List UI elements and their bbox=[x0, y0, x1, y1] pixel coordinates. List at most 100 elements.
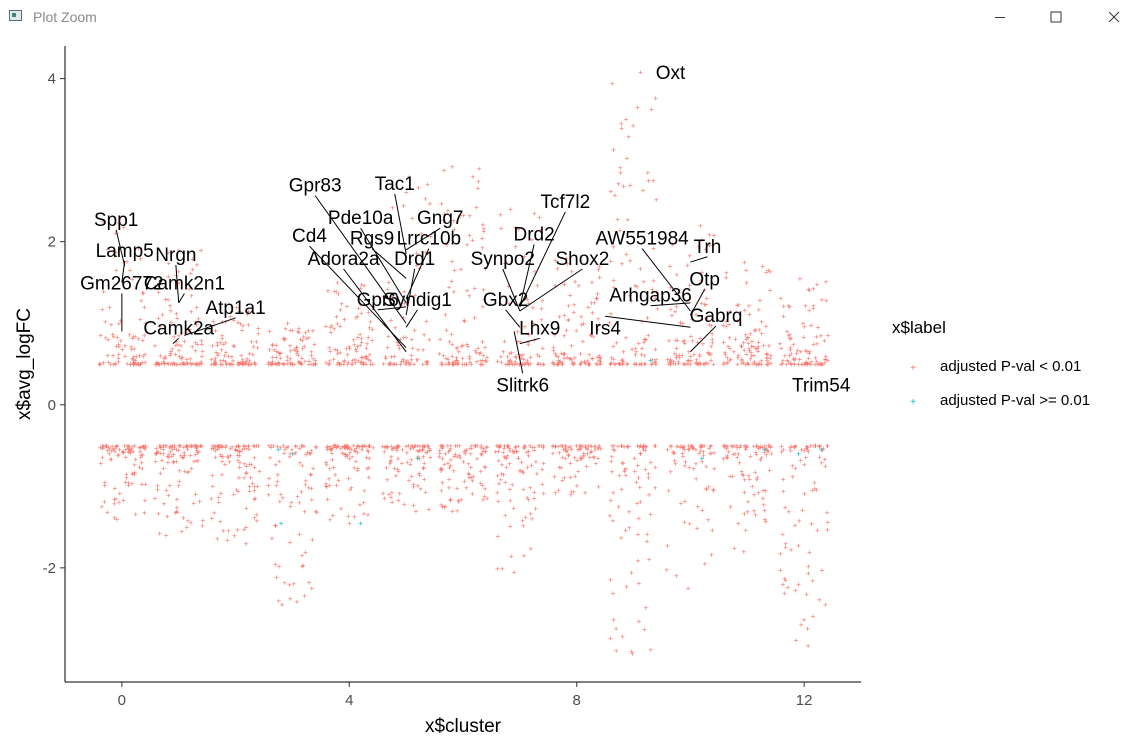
data-point: + bbox=[743, 442, 748, 451]
data-point: + bbox=[216, 443, 221, 452]
data-point: + bbox=[239, 351, 244, 360]
data-point: + bbox=[498, 210, 503, 219]
data-point: + bbox=[563, 442, 568, 451]
data-point: + bbox=[334, 442, 339, 451]
data-point: + bbox=[178, 451, 183, 460]
data-point: + bbox=[505, 442, 510, 451]
gene-label: Gpr83 bbox=[289, 176, 342, 197]
data-point: + bbox=[706, 348, 711, 357]
data-point: + bbox=[185, 442, 190, 451]
data-point: + bbox=[181, 359, 186, 368]
data-point: + bbox=[132, 470, 137, 479]
data-point: + bbox=[724, 269, 729, 278]
y-axis-title: x$avg_logFC bbox=[14, 308, 35, 420]
data-point: + bbox=[194, 321, 199, 330]
data-point: + bbox=[804, 442, 809, 451]
data-point: + bbox=[283, 335, 288, 344]
data-point: + bbox=[325, 445, 330, 454]
data-point: + bbox=[105, 245, 110, 254]
data-point: + bbox=[806, 447, 811, 456]
data-point: + bbox=[361, 360, 366, 369]
data-point: + bbox=[786, 358, 791, 367]
data-point: + bbox=[804, 358, 809, 367]
leader-line bbox=[343, 268, 407, 353]
data-point: + bbox=[788, 335, 793, 344]
data-point: + bbox=[440, 454, 445, 463]
data-point: + bbox=[781, 475, 786, 484]
data-point: + bbox=[482, 295, 487, 304]
data-point: + bbox=[197, 360, 202, 369]
data-point: + bbox=[746, 471, 751, 480]
data-point: + bbox=[654, 288, 659, 297]
data-point: + bbox=[440, 442, 445, 451]
data-point: + bbox=[125, 442, 130, 451]
data-point: + bbox=[294, 349, 299, 358]
data-point: + bbox=[785, 327, 790, 336]
data-point: + bbox=[290, 326, 295, 335]
data-point: + bbox=[256, 324, 261, 333]
data-point: + bbox=[178, 442, 183, 451]
data-point: + bbox=[224, 360, 229, 369]
data-point: + bbox=[575, 456, 580, 465]
maximize-button[interactable] bbox=[1033, 0, 1079, 34]
data-point: + bbox=[526, 299, 531, 308]
data-point: + bbox=[166, 248, 171, 257]
close-button[interactable] bbox=[1091, 0, 1137, 34]
data-point: + bbox=[455, 506, 460, 515]
data-point: + bbox=[393, 323, 398, 332]
data-point: + bbox=[338, 322, 343, 331]
data-point: + bbox=[350, 452, 355, 461]
data-point: + bbox=[781, 530, 786, 539]
data-point: + bbox=[266, 490, 271, 499]
data-point: + bbox=[182, 449, 187, 458]
data-point: + bbox=[566, 451, 571, 460]
data-point: + bbox=[521, 360, 526, 369]
data-point: + bbox=[682, 497, 687, 506]
data-point: + bbox=[803, 360, 808, 369]
data-point: + bbox=[420, 360, 425, 369]
data-point: + bbox=[352, 446, 357, 455]
data-point: + bbox=[475, 442, 480, 451]
data-point: + bbox=[814, 357, 819, 366]
data-point: + bbox=[525, 448, 530, 457]
data-point: + bbox=[783, 543, 788, 552]
data-point: + bbox=[395, 338, 400, 347]
data-point: + bbox=[766, 266, 771, 275]
data-point: + bbox=[551, 442, 556, 451]
data-point: + bbox=[230, 442, 235, 451]
data-point: + bbox=[732, 442, 737, 451]
data-point: + bbox=[134, 360, 139, 369]
data-point: + bbox=[172, 442, 177, 451]
minimize-button[interactable] bbox=[977, 0, 1023, 34]
data-point: + bbox=[539, 315, 544, 324]
data-point: + bbox=[137, 360, 142, 369]
data-point: + bbox=[515, 448, 520, 457]
data-point: + bbox=[165, 359, 170, 368]
data-point: + bbox=[409, 442, 414, 451]
data-point: + bbox=[568, 291, 573, 300]
data-point: + bbox=[619, 533, 624, 542]
data-point: + bbox=[237, 474, 242, 483]
data-point: + bbox=[346, 451, 351, 460]
data-point: + bbox=[608, 360, 613, 369]
data-point: + bbox=[335, 278, 340, 287]
data-point: + bbox=[729, 442, 734, 451]
data-point: + bbox=[447, 475, 452, 484]
data-point: + bbox=[133, 510, 138, 519]
data-point: + bbox=[690, 315, 695, 324]
data-point: + bbox=[107, 303, 112, 312]
data-point: + bbox=[767, 466, 772, 475]
data-point: + bbox=[237, 447, 242, 456]
data-point: + bbox=[251, 350, 256, 359]
data-point: + bbox=[358, 300, 363, 309]
data-point: + bbox=[176, 278, 181, 287]
data-point: + bbox=[565, 447, 570, 456]
data-point: + bbox=[168, 360, 173, 369]
data-point: + bbox=[638, 483, 643, 492]
data-point: + bbox=[621, 459, 626, 468]
data-point: + bbox=[368, 360, 373, 369]
data-point: + bbox=[223, 443, 228, 452]
data-point: + bbox=[334, 443, 339, 452]
data-point: + bbox=[783, 352, 788, 361]
data-point: + bbox=[102, 498, 107, 507]
